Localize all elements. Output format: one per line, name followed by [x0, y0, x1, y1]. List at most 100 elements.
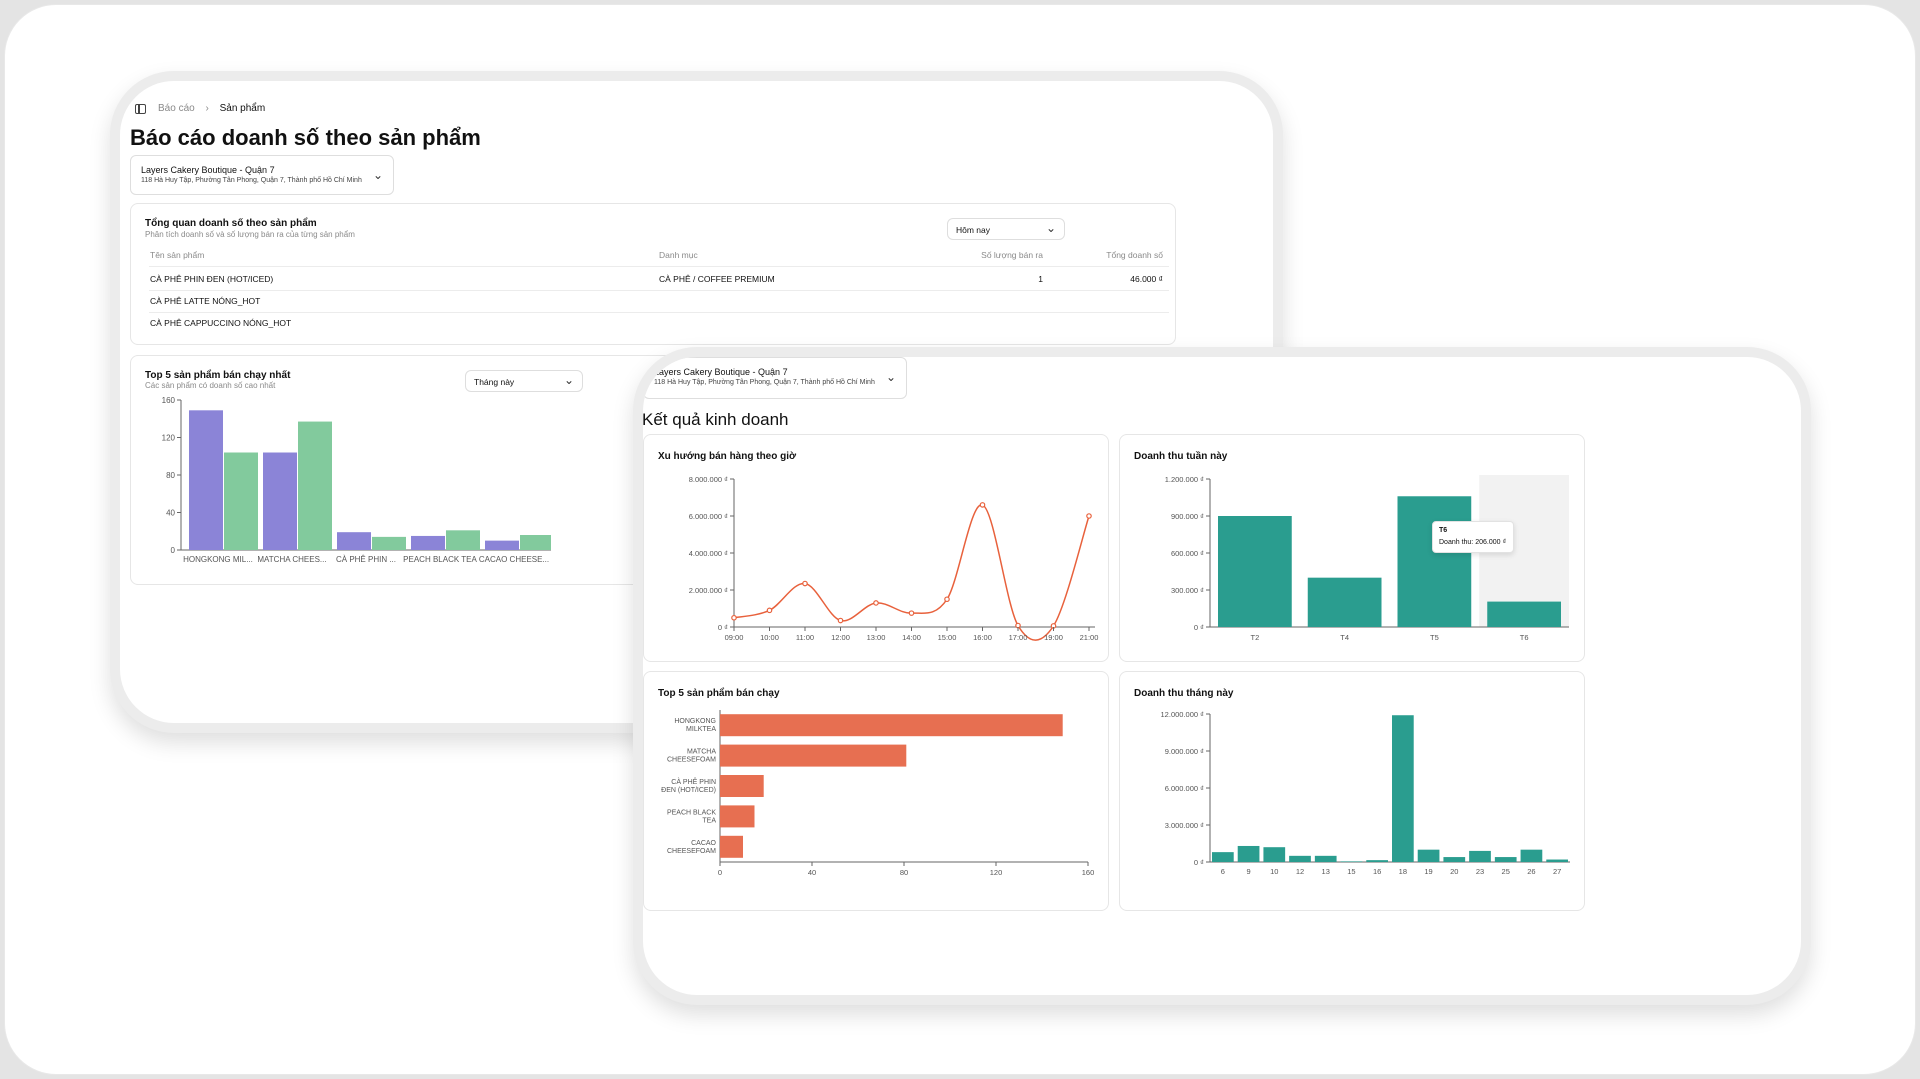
- breadcrumb-current: Sản phẩm: [219, 103, 266, 114]
- line-point: [837, 617, 844, 624]
- table-cell-total: 46.000 ₫: [1130, 274, 1163, 284]
- weekly-revenue-title: Doanh thu tuần này: [1134, 451, 1228, 462]
- x-tick-label: 11:00: [796, 633, 814, 642]
- top5-grouped-bar-chart: 0 40 80 120 160 HONGKONG MIL... MATCHA CHEES..…: [162, 396, 551, 564]
- x-tick-label: 120: [990, 868, 1003, 877]
- y-tick-label: 120: [162, 434, 176, 443]
- bar: [411, 535, 445, 550]
- bar: [720, 714, 1063, 737]
- y-tick-label: 1.200.000 ₫: [1165, 475, 1204, 484]
- bar: [720, 835, 743, 858]
- x-tick-label: 21:00: [1080, 633, 1099, 642]
- sales-overview-card: Tổng quan doanh số theo sản phẩm Phân tí…: [130, 203, 1176, 345]
- monthly-revenue-title: Doanh thu tháng này: [1134, 688, 1234, 699]
- line-point: [944, 596, 950, 603]
- y-tick-label: 900.000 ₫: [1171, 512, 1204, 521]
- x-tick-label: 0: [718, 868, 722, 877]
- dashboard-device-frame: Layers Cakery Boutique - Quận 7 118 Hà H…: [633, 347, 1811, 1005]
- sidebar-toggle-icon[interactable]: [135, 104, 146, 114]
- bar: [1469, 850, 1491, 862]
- col-header-category: Danh mục: [659, 250, 698, 260]
- x-tick-label: 20: [1450, 867, 1458, 876]
- top5-sellers-title: Top 5 sản phẩm bán chạy: [658, 688, 780, 699]
- line-point: [731, 614, 737, 621]
- x-tick-label: 10: [1270, 867, 1278, 876]
- x-tick-label: 13: [1322, 867, 1330, 876]
- x-tick-label: 27: [1553, 867, 1561, 876]
- bar: [1546, 859, 1568, 862]
- line-series: [733, 504, 1090, 641]
- page-title: Báo cáo doanh số theo sản phẩm: [130, 125, 481, 150]
- tooltip-value: Doanh thu: 206.000 ₫: [1439, 539, 1507, 546]
- y-tick-label: 3.000.000 ₫: [1165, 821, 1204, 830]
- chevron-down-icon: ⌄: [563, 373, 574, 387]
- x-tick-label: CACAO CHEESE...: [479, 555, 549, 564]
- table-divider: [149, 312, 1169, 313]
- bar: [1443, 857, 1466, 862]
- x-tick-label: 6: [1221, 867, 1225, 876]
- dashboard-screen: Layers Cakery Boutique - Quận 7 118 Hà H…: [643, 357, 1801, 995]
- x-tick-label: 09:00: [725, 633, 744, 642]
- x-tick-label: 25: [1502, 867, 1510, 876]
- bar: [189, 410, 223, 550]
- x-tick-label: CÀ PHÊ PHIN ...: [336, 555, 396, 564]
- store-selector[interactable]: Layers Cakery Boutique - Quận 7 118 Hà H…: [130, 155, 394, 195]
- top5-period-select[interactable]: Tháng này ⌄: [465, 370, 583, 392]
- y-tick-label: CACAO: [691, 840, 716, 847]
- weekly-revenue-card: Doanh thu tuần này 0 ₫ 300.000 ₫ 600.000 ₫…: [1119, 434, 1585, 662]
- x-tick-label: 18: [1399, 867, 1407, 876]
- monthly-revenue-bar-chart: 0 ₫ 3.000.000 ₫ 6.000.000 ₫ 9.000.000 ₫ 12.0…: [1161, 710, 1570, 876]
- bar: [1340, 861, 1363, 862]
- hourly-trend-title: Xu hướng bán hàng theo giờ: [658, 451, 797, 462]
- overview-subtitle: Phân tích doanh số và số lượng bán ra củ…: [145, 230, 355, 239]
- monthly-revenue-card: Doanh thu tháng này 0 ₫ 3.000.000 ₫ 6.000.…: [1119, 671, 1585, 911]
- x-tick-label: 80: [900, 868, 908, 877]
- table-divider: [149, 290, 1169, 291]
- bar: [224, 452, 258, 550]
- line-point: [1086, 513, 1092, 519]
- bar: [720, 744, 907, 767]
- y-tick-label: CHEESEFOAM: [667, 848, 716, 855]
- x-tick-label: PEACH BLACK TEA: [403, 555, 477, 564]
- table-cell-product: CÀ PHÊ LATTE NÓNG_HOT: [150, 296, 261, 306]
- bar: [1366, 860, 1388, 862]
- y-tick-label: 300.000 ₫: [1171, 586, 1204, 595]
- store-name: Layers Cakery Boutique - Quận 7: [141, 165, 275, 175]
- bar: [298, 421, 332, 550]
- bar: [1397, 496, 1472, 627]
- x-tick-label: 40: [808, 868, 816, 877]
- store-selector[interactable]: Layers Cakery Boutique - Quận 7 118 Hà H…: [643, 357, 907, 399]
- bar: [485, 540, 519, 550]
- x-tick-label: MATCHA CHEES...: [257, 555, 326, 564]
- chevron-down-icon: ⌄: [1045, 221, 1056, 235]
- y-tick-label: 6.000.000 ₫: [689, 512, 728, 521]
- y-tick-label: HONGKONG: [674, 718, 716, 725]
- x-tick-label: HONGKONG MIL...: [183, 555, 253, 564]
- bar: [1307, 577, 1382, 627]
- y-tick-label: MILKTEA: [686, 726, 716, 733]
- line-point: [802, 580, 808, 587]
- weekly-revenue-bar-chart: 0 ₫ 300.000 ₫ 600.000 ₫ 900.000 ₫ 1.200.000 …: [1165, 475, 1569, 642]
- bar: [1494, 857, 1517, 862]
- breadcrumb-separator-icon: ›: [205, 103, 209, 114]
- bar: [263, 452, 297, 550]
- col-header-quantity: Số lượng bán ra: [981, 250, 1043, 260]
- y-tick-label: 160: [162, 396, 176, 405]
- y-tick-label: 8.000.000 ₫: [689, 475, 728, 484]
- x-tick-label: 15:00: [938, 633, 957, 642]
- period-select[interactable]: Hôm nay ⌄: [947, 218, 1065, 240]
- x-tick-label: T2: [1250, 633, 1259, 642]
- chevron-down-icon: ⌄: [885, 370, 896, 384]
- x-tick-label: T4: [1340, 633, 1349, 642]
- x-tick-label: 17:00: [1009, 633, 1028, 642]
- bar: [720, 805, 755, 828]
- y-tick-label: 80: [166, 471, 175, 480]
- y-tick-label: CÀ PHÊ PHIN: [671, 777, 716, 786]
- bar: [1263, 847, 1286, 862]
- bar: [337, 532, 371, 550]
- breadcrumb-root[interactable]: Báo cáo: [158, 103, 195, 114]
- y-tick-label: 0 ₫: [1194, 858, 1204, 867]
- bar: [1520, 849, 1543, 862]
- y-tick-label: 0 ₫: [718, 623, 728, 632]
- y-tick-label: 6.000.000 ₫: [1165, 784, 1204, 793]
